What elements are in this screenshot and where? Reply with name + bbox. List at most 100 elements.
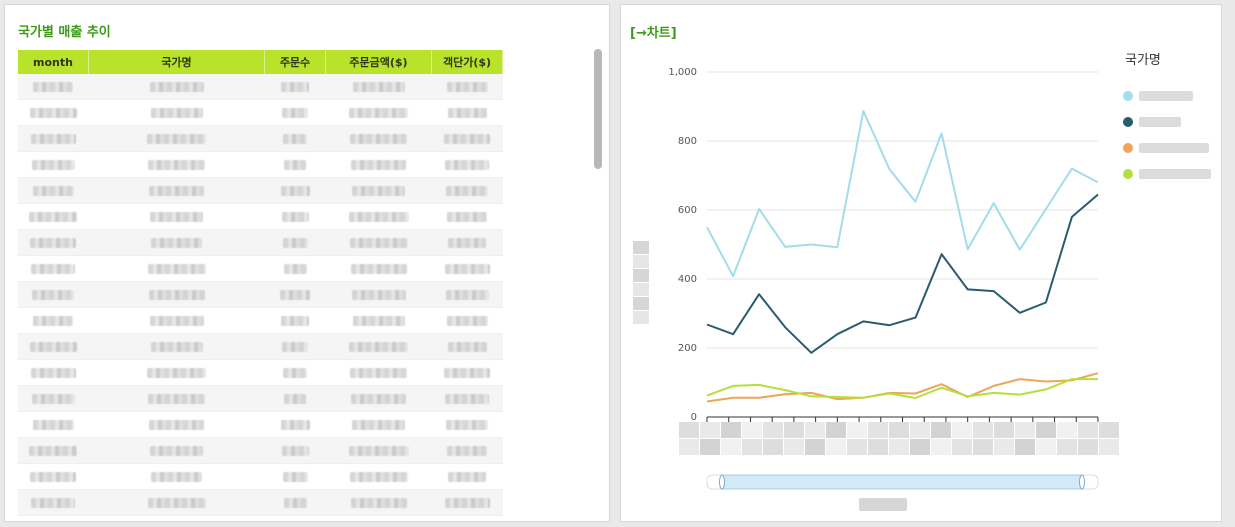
- obscured-cell-value: [31, 263, 76, 274]
- table-row[interactable]: [18, 333, 503, 360]
- table-row[interactable]: [18, 307, 503, 334]
- table-cell: [88, 203, 265, 230]
- obscured-cell-value: [283, 263, 307, 274]
- table-row[interactable]: [18, 437, 503, 464]
- table-row[interactable]: [18, 281, 503, 308]
- table-cell: [325, 359, 432, 386]
- obscured-cell-value: [447, 107, 487, 118]
- obscured-x-tick-label: [826, 422, 846, 438]
- column-header-order-amount[interactable]: 주문금액($): [325, 50, 432, 74]
- table-row[interactable]: [18, 463, 503, 490]
- table-cell: [431, 307, 503, 334]
- table-cell: [264, 74, 326, 100]
- table-cell: [431, 385, 503, 412]
- sales-table-container[interactable]: month 국가명 주문수 주문금액($) 객단가($): [18, 50, 503, 520]
- table-cell: [431, 333, 503, 360]
- y-tick-label: 200: [678, 343, 697, 354]
- range-slider-handle[interactable]: [719, 474, 725, 490]
- range-slider-selection[interactable]: [721, 474, 1083, 490]
- column-header-orders[interactable]: 주문수: [264, 50, 326, 74]
- legend-title: 국가명: [1125, 53, 1161, 68]
- obscured-cell-value: [30, 471, 77, 482]
- table-cell: [18, 411, 89, 438]
- obscured-cell-value: [448, 471, 486, 482]
- table-cell: [431, 359, 503, 386]
- obscured-cell-value: [348, 445, 409, 456]
- obscured-cell-value: [147, 367, 206, 378]
- table-cell: [88, 307, 265, 334]
- table-row[interactable]: [18, 255, 503, 282]
- obscured-x-tick-label: [952, 439, 972, 455]
- table-cell: [431, 125, 503, 152]
- obscured-cell-value: [29, 107, 77, 118]
- obscured-y-axis-title: [633, 283, 649, 296]
- obscured-x-tick-label: [1099, 439, 1119, 455]
- table-cell: [325, 333, 432, 360]
- legend-marker-1: [1123, 91, 1133, 101]
- table-row[interactable]: [18, 411, 503, 438]
- table-row[interactable]: [18, 359, 503, 386]
- obscured-x-tick-label: [784, 439, 804, 455]
- table-cell: [18, 281, 89, 308]
- obscured-cell-value: [448, 237, 486, 248]
- table-row[interactable]: [18, 489, 503, 516]
- obscured-cell-value: [350, 497, 407, 508]
- legend-marker-4: [1123, 169, 1133, 179]
- obscured-cell-value: [149, 185, 204, 196]
- obscured-cell-value: [149, 315, 204, 326]
- obscured-cell-value: [351, 393, 406, 404]
- table-row[interactable]: [18, 177, 503, 204]
- obscured-cell-value: [32, 185, 74, 196]
- obscured-x-tick-label: [1057, 439, 1077, 455]
- obscured-cell-value: [350, 367, 407, 378]
- obscured-cell-value: [148, 393, 205, 404]
- table-row[interactable]: [18, 385, 503, 412]
- range-slider-handle[interactable]: [1079, 474, 1085, 490]
- table-scrollbar[interactable]: [594, 49, 602, 169]
- obscured-cell-value: [282, 471, 308, 482]
- table-row[interactable]: [18, 125, 503, 152]
- obscured-cell-value: [151, 471, 202, 482]
- obscured-cell-value: [281, 445, 309, 456]
- obscured-cell-value: [349, 107, 408, 118]
- column-header-month[interactable]: month: [18, 50, 89, 74]
- obscured-x-tick-label: [1078, 422, 1098, 438]
- table-cell: [264, 99, 326, 126]
- table-cell: [431, 489, 503, 516]
- table-cell: [88, 99, 265, 126]
- table-cell: [431, 74, 503, 100]
- table-row[interactable]: [18, 74, 503, 100]
- table-cell: [264, 515, 326, 520]
- series-line-4: [706, 378, 1098, 399]
- obscured-cell-value: [446, 315, 488, 326]
- table-cell: [88, 281, 265, 308]
- obscured-x-tick-label: [931, 439, 951, 455]
- obscured-cell-value: [281, 81, 309, 92]
- column-header-country[interactable]: 국가명: [88, 50, 265, 74]
- line-chart: 국가명 0 200 400 600 800 1,000: [633, 53, 1211, 511]
- table-cell: [325, 307, 432, 334]
- table-row[interactable]: [18, 203, 503, 230]
- table-cell: [325, 385, 432, 412]
- obscured-legend-label: [1139, 117, 1181, 127]
- obscured-cell-value: [150, 211, 203, 222]
- table-row[interactable]: [18, 99, 503, 126]
- obscured-cell-value: [281, 315, 309, 326]
- table-row[interactable]: [18, 151, 503, 178]
- table-row[interactable]: [18, 515, 503, 520]
- y-tick-label: 600: [678, 205, 697, 216]
- obscured-x-tick-label: [742, 422, 762, 438]
- column-header-avg-order-value[interactable]: 객단가($): [431, 50, 503, 74]
- obscured-cell-value: [446, 81, 488, 92]
- obscured-x-tick-label: [1099, 422, 1119, 438]
- obscured-cell-value: [352, 81, 405, 92]
- obscured-x-tick-label: [1036, 439, 1056, 455]
- series-line-3: [706, 372, 1099, 403]
- obscured-x-tick-label: [994, 439, 1014, 455]
- obscured-cell-value: [283, 133, 307, 144]
- obscured-cell-value: [348, 211, 409, 222]
- obscured-x-tick-label: [826, 439, 846, 455]
- obscured-cell-value: [33, 315, 74, 326]
- obscured-cell-value: [283, 367, 307, 378]
- table-row[interactable]: [18, 229, 503, 256]
